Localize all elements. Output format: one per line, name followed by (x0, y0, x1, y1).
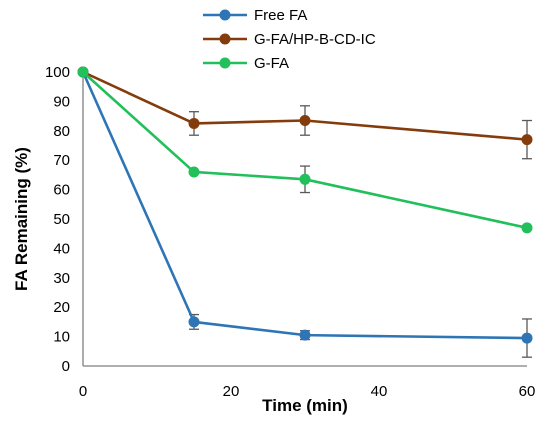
data-point (188, 316, 200, 328)
series-group (77, 66, 533, 344)
x-tick-label: 40 (371, 383, 388, 400)
legend-swatch-marker (219, 33, 231, 45)
x-tick-label: 20 (223, 383, 240, 400)
legend-label: G-FA (254, 55, 289, 72)
y-tick-label: 70 (53, 152, 70, 169)
y-tick-label: 0 (62, 358, 70, 375)
y-tick-label: 20 (53, 299, 70, 316)
data-point (521, 332, 533, 344)
x-tick-label: 60 (519, 383, 536, 400)
series-line (81, 71, 528, 340)
data-point (188, 117, 200, 129)
series-line (82, 70, 528, 141)
y-tick-label: 30 (53, 270, 70, 287)
legend: Free FA G-FA/HP-B-CD-IC G-FA (203, 7, 376, 72)
error-bars (189, 105, 532, 358)
y-axis-title: FA Remaining (%) (12, 147, 31, 291)
y-tick-label: 100 (45, 64, 70, 81)
legend-swatch-marker (219, 9, 231, 21)
data-point (299, 173, 311, 185)
series-line (82, 71, 528, 230)
data-point (521, 222, 533, 234)
y-tick-label: 40 (53, 240, 70, 257)
y-tick-label: 10 (53, 329, 70, 346)
x-axis-title: Time (min) (262, 396, 348, 415)
data-point (299, 115, 311, 127)
legend-label: G-FA/HP-B-CD-IC (254, 31, 376, 48)
legend-label: Free FA (254, 7, 307, 24)
data-point (299, 329, 311, 341)
y-tick-label: 60 (53, 182, 70, 199)
y-tick-label: 90 (53, 93, 70, 110)
x-tick-label: 0 (79, 383, 87, 400)
tick-labels: 0 10 20 30 40 50 60 70 80 90 100 0 20 40 60 (45, 64, 535, 400)
data-point (188, 166, 200, 178)
y-tick-label: 80 (53, 123, 70, 140)
data-point (521, 134, 533, 146)
legend-swatch-marker (219, 57, 231, 69)
axes (82, 72, 527, 367)
data-point (77, 66, 89, 78)
y-tick-label: 50 (53, 211, 70, 228)
